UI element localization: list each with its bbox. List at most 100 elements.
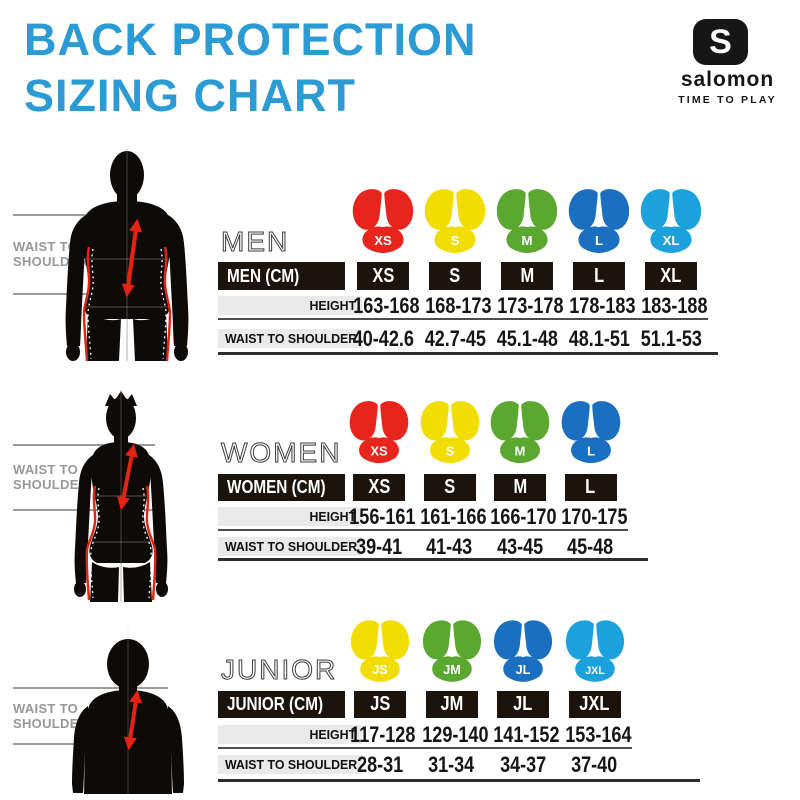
protector-icon-l: L: [559, 399, 623, 467]
height-value: 183-188: [634, 294, 708, 317]
waist-row-label: WAIST TO SHOULDER: [218, 329, 362, 348]
page-title-line1: BACK PROTECTION: [24, 14, 477, 65]
value-text: 40-42.6: [352, 326, 414, 351]
back-silhouette-women: [58, 390, 184, 602]
protector-icon-js: JS: [348, 619, 412, 685]
value-text: 45-48: [567, 534, 614, 559]
salomon-logo-icon: S: [693, 19, 748, 65]
waist-value: 42.7-45: [418, 327, 492, 350]
size-header-cell: JL: [497, 691, 549, 718]
waist-row-label: WAIST TO SHOULDER: [218, 537, 362, 556]
protector-icon-s: S: [422, 187, 488, 257]
height-value-rule: [557, 747, 632, 749]
size-header-cell: L: [564, 474, 617, 501]
protector-icon-xs: XS: [350, 187, 416, 257]
height-row-label-rule: [218, 529, 362, 531]
section-heading-junior: JUNIOR: [220, 654, 338, 686]
size-header-cell: JXL: [568, 691, 621, 718]
height-row-label-text: HEIGHT: [309, 298, 356, 313]
table-corner-label-text: JUNIOR (CM): [227, 694, 324, 714]
table-corner-label-junior: JUNIOR (CM): [218, 691, 345, 718]
protector-size-label: JM: [443, 663, 461, 677]
height-value-rule: [414, 747, 489, 749]
section-heading-men: MEN: [220, 226, 290, 258]
height-value-rule: [562, 318, 636, 320]
value-text: 42.7-45: [424, 326, 486, 351]
protector-size-label: S: [445, 443, 454, 458]
waist-to-shoulder-label-line1: WAIST TO: [13, 239, 78, 254]
protector-size-label: JL: [516, 663, 531, 677]
size-header-text: S: [449, 265, 461, 287]
height-value: 178-183: [562, 294, 636, 317]
page-title-line2: SIZING CHART: [24, 70, 356, 121]
waist-row-label-text: WAIST TO SHOULDER: [224, 539, 358, 554]
height-value-rule: [634, 318, 708, 320]
protector-icon-l: L: [566, 187, 632, 257]
protector-icon-jxl: JXL: [563, 619, 627, 685]
protector-icon-jm: JM: [420, 619, 484, 685]
value-text: 48.1-51: [568, 326, 630, 351]
height-row-label-rule: [218, 747, 362, 749]
height-value: 163-168: [346, 294, 420, 317]
back-silhouette-junior: [72, 628, 190, 794]
size-header-text: L: [585, 476, 596, 498]
height-value: 173-178: [490, 294, 564, 317]
waist-to-shoulder-label-line2: SHOULDER: [13, 477, 89, 492]
salomon-tagline: TIME TO PLAY: [678, 94, 777, 106]
protector-icon-xl: XL: [638, 187, 704, 257]
height-value-rule: [490, 318, 564, 320]
height-value-rule: [418, 318, 492, 320]
back-silhouette-men: [55, 149, 189, 361]
value-text: 141-152: [493, 722, 560, 747]
value-text: 156-161: [349, 504, 416, 529]
height-value: 117-128: [343, 723, 417, 746]
value-text: 129-140: [421, 722, 488, 747]
size-header-cell: M: [494, 474, 546, 501]
value-text: 161-166: [419, 504, 486, 529]
shoulder-guide-line: [13, 687, 168, 689]
size-header-cell: XS: [357, 262, 409, 290]
value-text: 170-175: [560, 504, 627, 529]
height-value-rule: [486, 747, 560, 749]
waist-to-shoulder-label: WAIST TO SHOULDER: [13, 701, 88, 731]
value-text: 163-168: [353, 293, 420, 318]
table-bottom-rule: [218, 779, 700, 782]
value-text: 173-178: [497, 293, 564, 318]
size-header-text: XS: [368, 476, 390, 498]
protector-size-label: XS: [370, 443, 388, 458]
value-text: 43-45: [496, 534, 544, 559]
size-header-cell: XS: [353, 474, 405, 501]
height-row-label: HEIGHT: [218, 507, 362, 526]
height-row-label-text: HEIGHT: [309, 727, 356, 742]
waist-to-shoulder-label-line1: WAIST TO: [13, 462, 78, 477]
value-text: 28-31: [356, 752, 404, 777]
protector-size-label: L: [595, 233, 603, 248]
salomon-wordmark: salomon: [680, 68, 775, 91]
value-text: 153-164: [564, 722, 631, 747]
height-value: 170-175: [554, 505, 628, 528]
waist-value: 48.1-51: [562, 327, 636, 350]
height-value: 156-161: [342, 505, 416, 528]
table-bottom-rule: [218, 352, 718, 355]
table-corner-label-women: WOMEN (CM): [218, 474, 345, 501]
waist-value: 45-48: [554, 535, 628, 558]
size-header-cell: L: [573, 262, 625, 290]
size-header-cell: S: [423, 474, 476, 501]
protector-size-label: JS: [372, 663, 388, 677]
waist-value: 31-34: [415, 753, 489, 776]
size-header-cell: XL: [645, 262, 697, 290]
waist-row-label-text: WAIST TO SHOULDER: [224, 757, 358, 772]
size-header-text: S: [444, 476, 455, 498]
height-value: 168-173: [418, 294, 492, 317]
size-header-text: JXL: [579, 693, 610, 715]
waist-to-shoulder-label: WAIST TO SHOULDER: [13, 462, 88, 492]
waist-value: 40-42.6: [346, 327, 420, 350]
size-header-text: M: [520, 265, 534, 287]
size-header-cell: M: [501, 262, 553, 290]
protector-size-label: M: [515, 443, 526, 458]
protector-size-label: JXL: [585, 665, 605, 677]
height-value: 161-166: [413, 505, 487, 528]
height-row-label: HEIGHT: [218, 725, 362, 744]
size-header-text: XS: [372, 265, 394, 287]
